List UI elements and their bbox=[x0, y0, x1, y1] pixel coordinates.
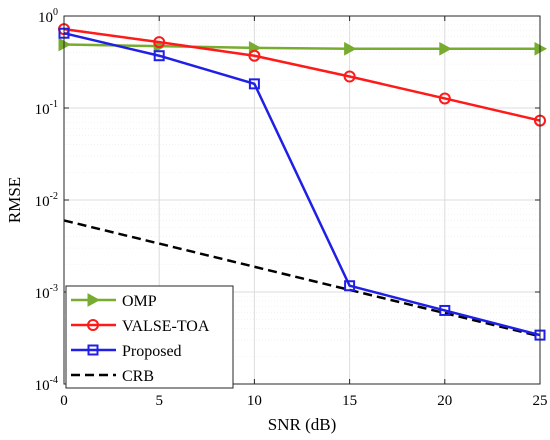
series-line-proposed bbox=[63, 31, 541, 337]
y-tick-label: 100 bbox=[38, 7, 58, 26]
series-line-omp bbox=[63, 43, 540, 51]
legend-marker-proposed bbox=[87, 344, 99, 356]
data-point-valse-toa bbox=[343, 70, 356, 83]
data-point-proposed bbox=[439, 304, 451, 316]
y-tick-label: 10-3 bbox=[35, 283, 58, 302]
data-point-valse-toa bbox=[153, 36, 166, 49]
series-line-valse-toa bbox=[63, 27, 541, 122]
legend-label-crb: CRB bbox=[122, 368, 154, 385]
x-tick-label: 0 bbox=[60, 393, 68, 409]
data-point-omp bbox=[344, 41, 357, 56]
legend: OMP VALSE-TOA Proposed CRB bbox=[65, 285, 234, 389]
data-point-proposed bbox=[248, 78, 260, 90]
legend-label-proposed: Proposed bbox=[122, 343, 182, 360]
data-point-proposed bbox=[344, 280, 356, 292]
legend-label-omp: OMP bbox=[122, 293, 157, 310]
x-tick-label: 20 bbox=[437, 393, 452, 409]
axis-ticks: 0 5 10 15 20 25 100 10-1 10-2 10-3 10-4 bbox=[35, 7, 548, 409]
y-tick-label: 10-4 bbox=[35, 375, 58, 394]
legend-marker-valse-toa bbox=[87, 319, 99, 331]
grid bbox=[63, 15, 541, 385]
series-line-crb bbox=[63, 219, 541, 338]
y-tick-label: 10-1 bbox=[35, 99, 58, 118]
y-tick-label: 10-2 bbox=[35, 191, 58, 210]
x-tick-label: 25 bbox=[533, 393, 548, 409]
legend-label-valse-toa: VALSE-TOA bbox=[122, 318, 210, 335]
data-point-valse-toa bbox=[438, 92, 451, 105]
data-point-proposed bbox=[153, 50, 165, 62]
data-point-valse-toa bbox=[248, 49, 261, 62]
y-axis-title: RMSE bbox=[5, 177, 24, 223]
x-tick-label: 5 bbox=[155, 393, 163, 409]
x-axis-title: SNR (dB) bbox=[268, 415, 336, 434]
data-point-omp bbox=[439, 41, 452, 56]
x-tick-label: 10 bbox=[247, 393, 262, 409]
legend-marker-omp bbox=[87, 293, 101, 307]
x-tick-label: 15 bbox=[342, 393, 357, 409]
